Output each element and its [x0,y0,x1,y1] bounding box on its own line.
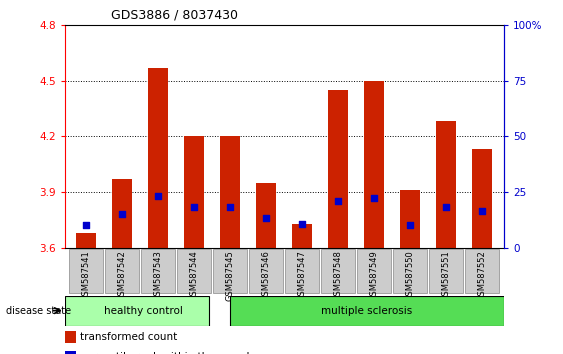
Bar [256,183,276,248]
Point [82,223,91,228]
Bar [149,68,168,248]
Text: GSM587544: GSM587544 [190,250,199,301]
Text: GSM587547: GSM587547 [298,250,307,301]
Point [262,215,271,221]
FancyBboxPatch shape [249,249,283,293]
Bar [292,224,312,248]
FancyBboxPatch shape [321,249,355,293]
Point [190,204,199,210]
Bar [65,331,75,343]
Point [118,211,127,217]
Text: percentile rank within the sample: percentile rank within the sample [80,352,256,354]
Text: GSM587543: GSM587543 [154,250,163,301]
Text: GSM587545: GSM587545 [226,250,235,301]
FancyBboxPatch shape [213,249,247,293]
Bar [113,179,132,248]
Bar [472,149,492,248]
Bar [364,80,384,248]
FancyBboxPatch shape [357,249,391,293]
FancyBboxPatch shape [105,249,139,293]
FancyBboxPatch shape [465,249,499,293]
Text: GSM587546: GSM587546 [262,250,271,301]
FancyBboxPatch shape [141,249,175,293]
Text: GSM587548: GSM587548 [334,250,343,301]
Text: GSM587542: GSM587542 [118,250,127,301]
Point [478,208,487,213]
Bar [65,296,209,326]
Bar [221,136,240,248]
Point [442,204,451,210]
FancyBboxPatch shape [69,249,103,293]
Point [406,223,415,228]
Text: GSM587541: GSM587541 [82,250,91,301]
Point [154,193,163,199]
FancyBboxPatch shape [393,249,427,293]
FancyBboxPatch shape [429,249,463,293]
Point [226,204,235,210]
Bar [185,136,204,248]
Text: transformed count: transformed count [80,332,177,342]
Bar [65,351,75,354]
Point [334,199,343,204]
Point [298,221,307,227]
Text: multiple sclerosis: multiple sclerosis [321,306,413,316]
Text: GSM587549: GSM587549 [370,250,379,301]
Text: healthy control: healthy control [105,306,184,316]
Text: GSM587552: GSM587552 [478,250,487,301]
Text: GSM587550: GSM587550 [406,250,415,301]
Bar [230,296,504,326]
Text: disease state: disease state [6,306,71,316]
Text: GDS3886 / 8037430: GDS3886 / 8037430 [111,8,238,21]
Point [370,195,379,200]
Bar [400,190,420,248]
FancyBboxPatch shape [177,249,211,293]
Text: GSM587551: GSM587551 [442,250,451,301]
Bar [77,233,96,248]
Bar [436,121,456,248]
FancyBboxPatch shape [285,249,319,293]
Bar [328,90,348,248]
